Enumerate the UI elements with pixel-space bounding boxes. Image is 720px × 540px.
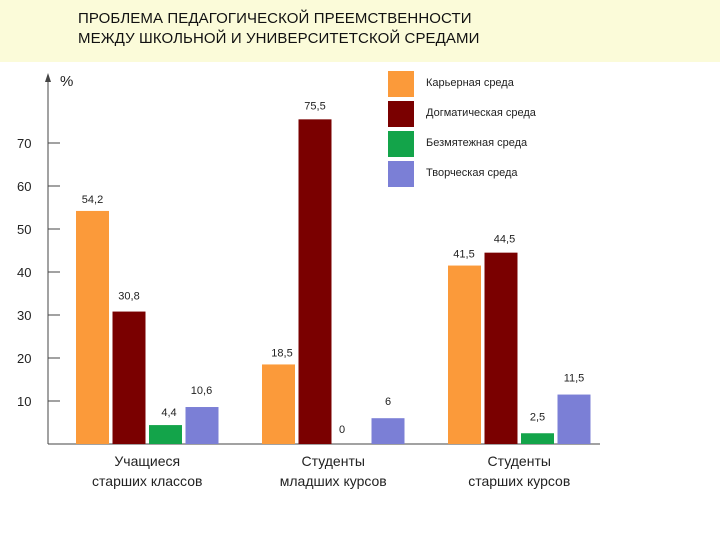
legend-swatch xyxy=(388,161,414,187)
category-label: Студенты xyxy=(488,453,551,469)
legend-swatch xyxy=(388,101,414,127)
bar-2-3 xyxy=(484,252,518,444)
chart-title-line-2: МЕЖДУ ШКОЛЬНОЙ И УНИВЕРСИТЕТСКОЙ СРЕДАМИ xyxy=(78,30,480,47)
data-label: 18,5 xyxy=(271,347,292,359)
bar-2-1 xyxy=(112,311,146,444)
category-label: старших классов xyxy=(92,473,202,489)
data-label: 41,5 xyxy=(453,249,474,261)
legend-label: Догматическая среда xyxy=(426,107,536,119)
y-tick-label: 40 xyxy=(17,265,31,280)
category-label: старших курсов xyxy=(468,473,570,489)
category-label: младших курсов xyxy=(280,473,387,489)
data-label: 4,4 xyxy=(161,407,176,419)
bar-4-1 xyxy=(185,407,219,444)
bar-4-3 xyxy=(557,394,591,444)
y-tick-label: 70 xyxy=(17,136,31,151)
y-axis-label: % xyxy=(60,73,73,90)
data-label: 6 xyxy=(385,396,391,408)
bar-1-2 xyxy=(262,364,295,444)
data-label: 44,5 xyxy=(494,234,515,246)
data-label: 75,5 xyxy=(304,100,325,112)
category-label: Студенты xyxy=(302,453,365,469)
legend-label: Безмятежная среда xyxy=(426,137,528,149)
y-axis-arrow xyxy=(45,73,51,82)
legend-label: Карьерная среда xyxy=(426,77,514,89)
legend-swatch xyxy=(388,131,414,157)
data-label: 54,2 xyxy=(82,194,103,206)
legend-swatch xyxy=(388,71,414,97)
data-label: 10,6 xyxy=(191,385,212,397)
bar-4-2 xyxy=(371,418,405,444)
data-label: 2,5 xyxy=(530,411,545,423)
bar-1-3 xyxy=(448,265,481,444)
title-band: ПРОБЛЕМА ПЕДАГОГИЧЕСКОЙ ПРЕЕМСТВЕННОСТИ … xyxy=(0,0,720,62)
category-label: Учащиеся xyxy=(114,453,180,469)
data-label: 11,5 xyxy=(564,373,585,385)
y-tick-label: 10 xyxy=(17,394,31,409)
bar-3-1 xyxy=(149,425,182,444)
y-tick-label: 50 xyxy=(17,222,31,237)
data-label: 0 xyxy=(339,424,345,436)
bar-3-3 xyxy=(521,433,554,444)
bar-2-2 xyxy=(298,119,332,444)
bar-1-1 xyxy=(76,210,109,444)
legend-label: Творческая среда xyxy=(426,167,518,179)
y-tick-label: 30 xyxy=(17,308,31,323)
y-tick-label: 60 xyxy=(17,179,31,194)
y-tick-label: 20 xyxy=(17,351,31,366)
data-label: 30,8 xyxy=(118,291,139,303)
chart-title-line-1: ПРОБЛЕМА ПЕДАГОГИЧЕСКОЙ ПРЕЕМСТВЕННОСТИ xyxy=(78,10,472,27)
